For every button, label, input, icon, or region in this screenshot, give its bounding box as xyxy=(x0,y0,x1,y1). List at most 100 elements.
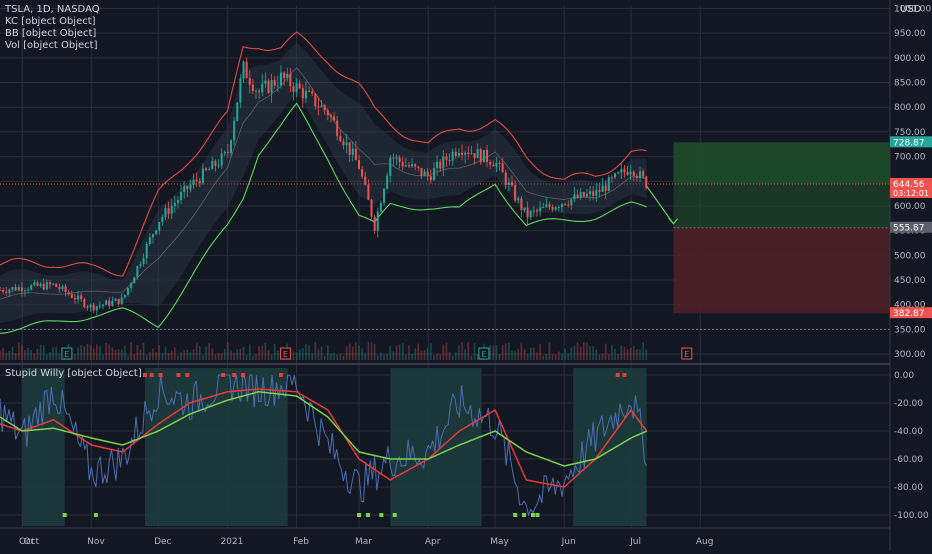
candle-body xyxy=(407,165,410,167)
candle-body xyxy=(389,157,392,176)
volume-bar xyxy=(2,347,4,360)
volume-bar xyxy=(383,354,385,360)
osc-overbought-dot xyxy=(176,373,181,377)
price-label-countdown: 03:12:01 xyxy=(893,189,929,198)
candle-body xyxy=(429,176,432,181)
volume-bar xyxy=(526,353,529,360)
volume-bar xyxy=(514,350,516,360)
candle-body xyxy=(526,207,529,218)
candle-body xyxy=(351,148,354,155)
price-tick-label: 350.00 xyxy=(894,325,926,335)
earnings-marker[interactable] xyxy=(61,347,73,360)
price-tick-label: 950.00 xyxy=(894,29,926,39)
time-tick-label: Nov xyxy=(87,537,105,547)
candle-body xyxy=(155,230,158,235)
candle-body xyxy=(514,185,517,201)
volume-bar xyxy=(108,344,111,360)
candle-body xyxy=(245,61,248,79)
candle-body xyxy=(317,106,320,108)
volume-bar xyxy=(345,346,348,360)
candle-body xyxy=(333,116,336,121)
volume-bar xyxy=(395,345,398,360)
earnings-marker[interactable] xyxy=(478,347,490,360)
volume-bar xyxy=(80,345,82,360)
volume-bar xyxy=(139,349,142,360)
volume-bar xyxy=(636,349,638,360)
candle-body xyxy=(42,283,45,290)
volume-bar xyxy=(77,347,79,360)
volume-bar xyxy=(308,344,310,360)
earnings-marker[interactable] xyxy=(681,347,693,360)
candle-body xyxy=(255,90,258,92)
candle-body xyxy=(111,300,114,306)
bollinger-basis xyxy=(0,67,647,300)
candle-body xyxy=(323,105,326,111)
volume-bar xyxy=(320,346,323,360)
candle-body xyxy=(529,211,532,218)
time-tick-label: May xyxy=(490,537,509,547)
volume-bar xyxy=(102,354,104,360)
candle-body xyxy=(142,258,145,265)
candle-body xyxy=(617,172,620,174)
volume-bar xyxy=(330,353,332,360)
volume-bar xyxy=(14,352,17,360)
volume-bar xyxy=(442,344,445,360)
candle-body xyxy=(564,203,567,205)
candle-body xyxy=(420,167,423,176)
candle-body xyxy=(604,185,607,191)
volume-bar xyxy=(180,352,182,360)
candle-body xyxy=(573,194,576,200)
volume-bar xyxy=(170,350,173,360)
volume-bar xyxy=(629,347,632,360)
time-tick-label: Aug xyxy=(696,537,714,547)
volume-bar xyxy=(464,349,466,360)
volume-bar xyxy=(0,350,1,360)
volume-bar xyxy=(576,342,579,360)
candles-layer xyxy=(0,57,648,316)
candle-body xyxy=(464,152,467,155)
volume-bar xyxy=(292,351,295,360)
osc-oversold-dot xyxy=(392,513,397,517)
candle-body xyxy=(270,80,273,93)
candle-body xyxy=(592,191,595,196)
candle-body xyxy=(11,287,14,290)
osc-highlight-zone xyxy=(144,368,288,526)
candle-body xyxy=(283,72,286,79)
earnings-marker[interactable] xyxy=(279,347,291,360)
volume-bar xyxy=(49,352,51,360)
candle-body xyxy=(164,208,167,218)
volume-bar xyxy=(149,351,151,360)
volume-bar xyxy=(236,349,239,360)
candle-body xyxy=(601,185,604,192)
candle-body xyxy=(476,149,479,159)
time-tick-label: Feb xyxy=(293,537,309,547)
candle-body xyxy=(454,151,457,156)
candle-body xyxy=(457,152,460,156)
kc-legend: KC [object Object] xyxy=(5,16,96,27)
osc-overbought-dot xyxy=(278,373,283,377)
price-label-box xyxy=(890,177,932,198)
volume-bar xyxy=(620,344,623,360)
volume-bar xyxy=(451,355,454,360)
candle-body xyxy=(417,166,420,168)
candle-body xyxy=(33,282,36,286)
position-zones xyxy=(0,142,890,330)
candle-body xyxy=(186,186,189,190)
volume-bar xyxy=(405,354,407,360)
candle-body xyxy=(554,207,557,210)
candle-body xyxy=(342,141,345,146)
candle-body xyxy=(180,192,183,201)
volume-bar xyxy=(358,345,360,360)
candle-body xyxy=(567,204,570,206)
candle-body xyxy=(585,193,588,197)
volume-bar xyxy=(511,350,513,360)
volume-bar xyxy=(495,345,498,360)
volume-bar xyxy=(186,349,189,360)
candle-body xyxy=(205,168,208,170)
volume-bar xyxy=(389,345,392,360)
volume-bar xyxy=(158,345,161,360)
time-tick-label: Mar xyxy=(355,537,372,547)
candle-body xyxy=(379,203,382,212)
volume-bar xyxy=(433,355,435,360)
